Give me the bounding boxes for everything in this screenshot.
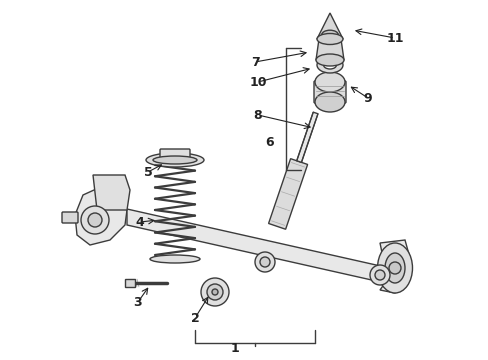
Circle shape — [206, 284, 223, 300]
Circle shape — [388, 262, 400, 274]
Text: 9: 9 — [363, 91, 371, 104]
FancyBboxPatch shape — [62, 212, 78, 223]
Ellipse shape — [377, 243, 412, 293]
Ellipse shape — [321, 30, 338, 40]
Ellipse shape — [150, 255, 200, 263]
Polygon shape — [93, 175, 130, 210]
Circle shape — [260, 257, 269, 267]
Polygon shape — [316, 13, 342, 39]
Text: 11: 11 — [386, 32, 403, 45]
FancyBboxPatch shape — [313, 81, 346, 103]
Text: 1: 1 — [230, 342, 239, 355]
Ellipse shape — [153, 156, 197, 164]
Text: 5: 5 — [143, 166, 152, 179]
Circle shape — [88, 213, 102, 227]
Text: 10: 10 — [249, 76, 266, 89]
Ellipse shape — [314, 72, 345, 92]
Polygon shape — [296, 112, 317, 162]
Ellipse shape — [315, 54, 343, 66]
Circle shape — [254, 252, 274, 272]
Polygon shape — [315, 33, 343, 60]
FancyBboxPatch shape — [160, 149, 190, 161]
Circle shape — [81, 206, 109, 234]
Text: 6: 6 — [265, 135, 274, 149]
Ellipse shape — [316, 33, 342, 45]
Circle shape — [374, 270, 384, 280]
Text: 2: 2 — [190, 311, 199, 324]
Polygon shape — [268, 159, 307, 229]
Polygon shape — [127, 209, 384, 283]
Ellipse shape — [314, 92, 345, 112]
Ellipse shape — [323, 61, 336, 69]
Circle shape — [369, 265, 389, 285]
Polygon shape — [379, 240, 409, 293]
Text: 3: 3 — [133, 296, 142, 309]
Circle shape — [212, 289, 218, 295]
Ellipse shape — [384, 253, 404, 283]
Text: 8: 8 — [253, 108, 262, 122]
Circle shape — [201, 278, 228, 306]
Ellipse shape — [146, 153, 203, 167]
Polygon shape — [75, 185, 127, 245]
Text: 4: 4 — [135, 216, 144, 229]
Bar — [125, 279, 135, 287]
Text: 7: 7 — [250, 55, 259, 68]
Ellipse shape — [316, 57, 342, 73]
